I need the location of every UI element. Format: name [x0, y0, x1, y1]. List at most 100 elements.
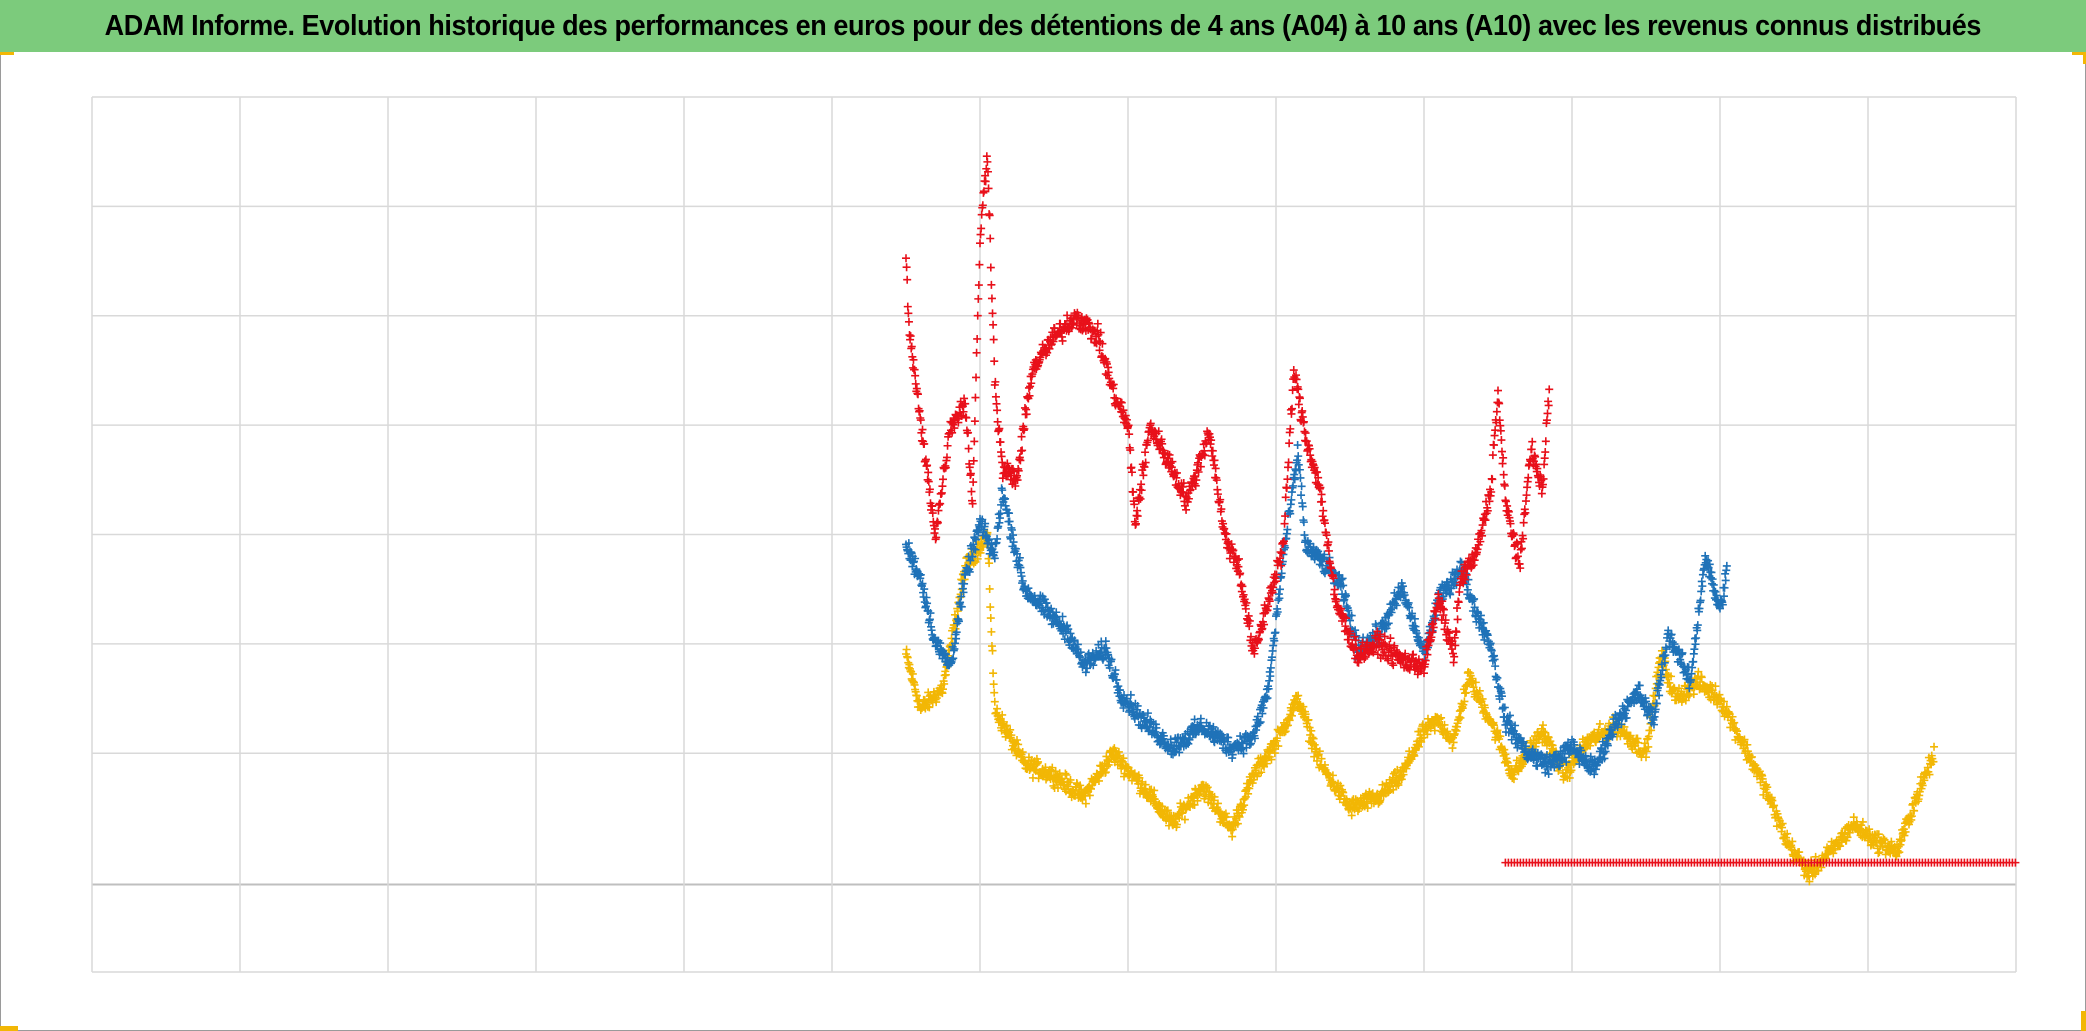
data-point — [1052, 608, 1061, 617]
data-point — [908, 363, 917, 372]
data-point — [1499, 470, 1508, 479]
data-point — [1449, 738, 1458, 747]
data-point — [983, 157, 992, 166]
data-point — [1018, 446, 1027, 455]
data-point — [971, 545, 980, 554]
data-point — [1300, 531, 1309, 540]
data-point — [1127, 468, 1136, 477]
data-point — [987, 294, 996, 303]
data-point — [1696, 596, 1705, 605]
data-point — [981, 177, 990, 186]
data-point — [936, 499, 945, 508]
data-point — [925, 703, 934, 712]
data-point — [1150, 786, 1159, 795]
data-point — [1692, 634, 1701, 643]
data-point — [1285, 439, 1294, 448]
data-point — [1317, 490, 1326, 499]
data-point — [1005, 517, 1014, 526]
data-point — [1024, 584, 1033, 593]
data-point — [1299, 702, 1308, 711]
data-point — [1210, 792, 1219, 801]
data-point — [1001, 722, 1010, 731]
data-point — [1455, 588, 1464, 597]
data-point — [1689, 657, 1698, 666]
data-point — [1545, 385, 1554, 394]
data-point — [1376, 796, 1385, 805]
data-point — [949, 654, 958, 663]
data-point — [1501, 750, 1510, 759]
data-point — [938, 482, 947, 491]
data-point — [904, 317, 913, 326]
data-point — [1509, 775, 1518, 784]
data-point — [1009, 538, 1018, 547]
data-point — [902, 645, 911, 654]
data-point — [1141, 448, 1150, 457]
data-point — [1478, 694, 1487, 703]
data-point — [998, 486, 1007, 495]
data-point — [1488, 451, 1497, 460]
data-point — [1238, 805, 1247, 814]
data-point — [908, 669, 917, 678]
data-point — [996, 509, 1005, 518]
data-point — [987, 627, 996, 636]
data-point — [1795, 848, 1804, 857]
data-point — [916, 570, 925, 579]
data-point — [957, 602, 966, 611]
data-point — [1836, 842, 1845, 851]
data-point — [990, 688, 999, 697]
data-point — [1001, 494, 1010, 503]
data-point — [1287, 495, 1296, 504]
data-point — [1238, 582, 1247, 591]
data-point — [1496, 732, 1505, 741]
data-point — [1397, 775, 1406, 784]
data-point — [1209, 722, 1218, 731]
data-point — [1788, 837, 1797, 846]
data-point — [1595, 733, 1604, 742]
data-point — [971, 393, 980, 402]
data-point — [1829, 849, 1838, 858]
data-point — [1910, 806, 1919, 815]
series-4 — [1501, 858, 2020, 867]
data-point — [911, 379, 920, 388]
data-point — [1642, 747, 1651, 756]
data-point — [1399, 770, 1408, 779]
data-point — [1076, 781, 1085, 790]
data-point — [969, 544, 978, 553]
data-point — [1918, 781, 1927, 790]
data-point — [990, 554, 999, 563]
data-point — [1895, 848, 1904, 857]
data-point — [1293, 456, 1302, 465]
data-point — [1228, 750, 1237, 759]
data-point — [1665, 678, 1674, 687]
data-point — [1293, 441, 1302, 450]
data-point — [975, 260, 984, 269]
data-point — [998, 710, 1007, 719]
data-point — [1929, 757, 1938, 766]
data-point — [1063, 621, 1072, 630]
data-point — [1014, 466, 1023, 475]
data-point — [1394, 781, 1403, 790]
data-point — [1076, 648, 1085, 657]
data-point — [1295, 465, 1304, 474]
data-point — [1462, 688, 1471, 697]
data-point — [977, 224, 986, 233]
data-point — [1730, 718, 1739, 727]
data-point — [1711, 682, 1720, 691]
data-point — [1667, 672, 1676, 681]
data-point — [1749, 759, 1758, 768]
data-point — [993, 406, 1002, 415]
data-point — [1298, 502, 1307, 511]
data-point — [1289, 481, 1298, 490]
data-point — [977, 210, 986, 219]
data-point — [932, 694, 941, 703]
data-point — [1443, 727, 1452, 736]
data-points — [902, 152, 2020, 886]
data-point — [918, 579, 927, 588]
data-point — [976, 548, 985, 557]
data-point — [1269, 641, 1278, 650]
data-point — [923, 475, 932, 484]
data-point — [1930, 742, 1939, 751]
data-point — [1500, 745, 1509, 754]
data-point — [1172, 820, 1181, 829]
data-point — [1405, 747, 1414, 756]
